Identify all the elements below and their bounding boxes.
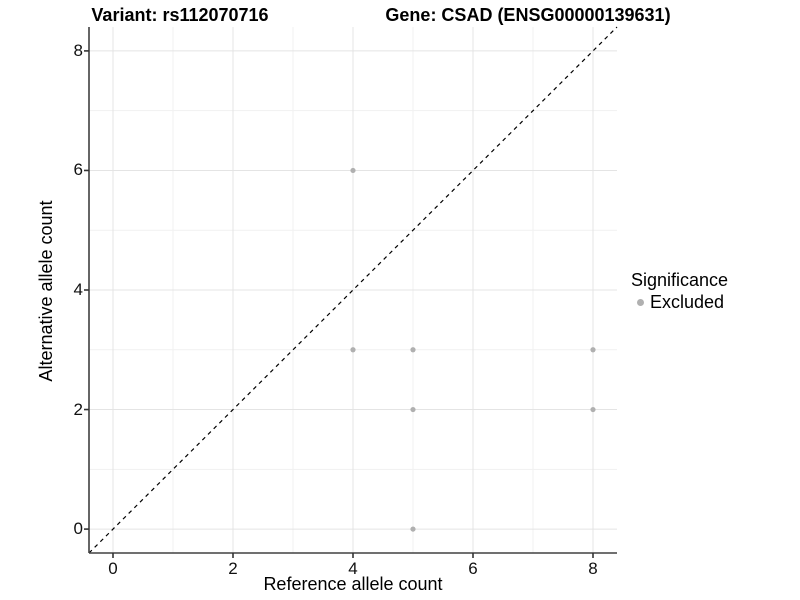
- legend: Significance Excluded: [631, 270, 796, 312]
- x-axis-title: Reference allele count: [263, 574, 443, 594]
- legend-item-label: Excluded: [650, 292, 725, 312]
- x-tick-label: 4: [348, 559, 358, 578]
- legend-item: Excluded: [631, 292, 796, 312]
- plot-title-gene: Gene: CSAD (ENSG00000139631): [385, 5, 671, 25]
- data-point-excluded: [410, 406, 416, 413]
- y-tick-label: 6: [73, 160, 83, 180]
- data-point-excluded: [350, 167, 356, 174]
- y-tick-label: 0: [73, 519, 83, 539]
- data-point-excluded: [590, 406, 596, 413]
- legend-point-icon: [637, 298, 644, 306]
- data-point-excluded: [350, 347, 356, 353]
- y-tick-label: 8: [73, 40, 83, 60]
- x-tick-label: 6: [468, 559, 478, 578]
- x-tick-label: 2: [228, 559, 238, 578]
- legend-items: Excluded: [631, 292, 796, 312]
- data-point-excluded: [410, 347, 416, 353]
- plot-title-variant: Variant: rs112070716: [91, 5, 269, 25]
- y-tick-label: 2: [73, 399, 83, 419]
- x-tick-label: 8: [588, 559, 598, 578]
- x-tick-label: 0: [108, 559, 118, 578]
- data-point-excluded: [590, 347, 596, 353]
- data-point-excluded: [410, 526, 416, 532]
- y-axis-title: Alternative allele count: [36, 200, 56, 382]
- y-tick-label: 4: [73, 280, 83, 299]
- legend-title: Significance: [631, 270, 729, 290]
